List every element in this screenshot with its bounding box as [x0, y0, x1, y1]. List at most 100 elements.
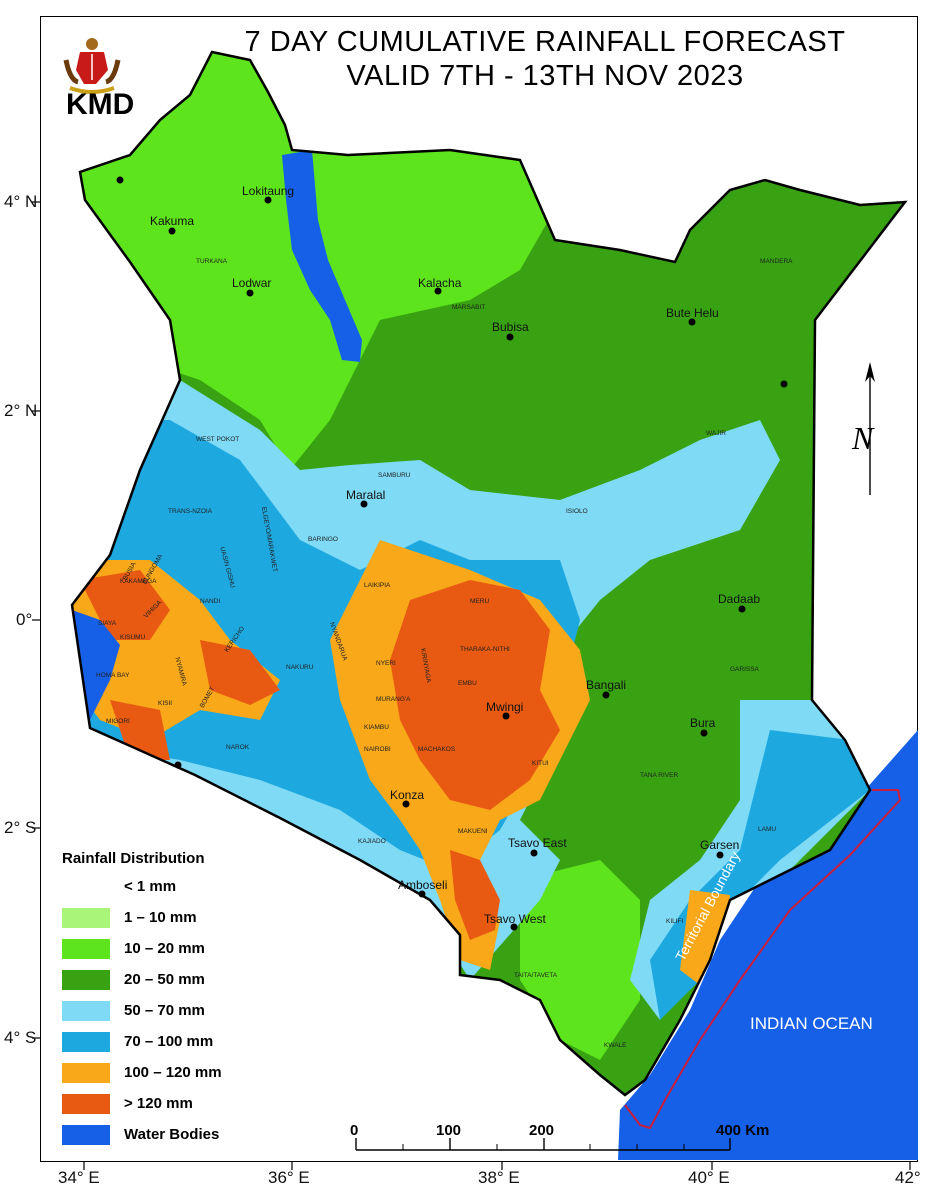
legend-label: < 1 mm [124, 878, 177, 895]
place-label: Bubisa [492, 320, 529, 334]
legend-swatch [62, 1000, 110, 1021]
zone-100-120mm-kilifi [680, 890, 730, 985]
legend-label: 20 – 50 mm [124, 971, 205, 988]
county-label: KAKAMEGA [120, 578, 157, 585]
legend-label: 70 – 100 mm [124, 1033, 214, 1050]
place-label: Maralal [346, 488, 386, 502]
county-label: TURKANA [196, 258, 228, 265]
legend-item: Water Bodies [62, 1119, 222, 1150]
x-axis-label-40e: 40° E [688, 1168, 730, 1187]
county-label: TRANS-NZOIA [168, 508, 213, 515]
legend-label: Water Bodies [124, 1126, 220, 1143]
county-label: THARAKA-NITHI [460, 646, 510, 653]
town-markers [116, 176, 788, 931]
legend-label: 100 – 120 mm [124, 1064, 222, 1081]
zone-over-120mm-kericho [200, 640, 280, 705]
place-label: Mwingi [486, 700, 524, 714]
county-label: NAIROBI [364, 746, 391, 753]
town-marker [246, 289, 254, 297]
county-label: KISII [158, 700, 173, 707]
town-marker [530, 849, 538, 857]
town-marker [502, 712, 510, 720]
north-arrow [865, 362, 875, 495]
territorial-boundary-line [624, 789, 902, 1130]
map-subtitle: VALID 7TH - 13TH NOV 2023 [346, 60, 744, 92]
county-label: MARSABIT [452, 304, 486, 311]
place-label: Tsavo West [484, 912, 546, 926]
town-marker [402, 800, 410, 808]
y-axis-label-0: 0° [16, 610, 33, 629]
town-marker [174, 761, 182, 769]
county-label: KISUMU [120, 634, 146, 641]
county-label: KITUI [532, 760, 549, 767]
county-label: BARINGO [308, 536, 338, 543]
north-arrow-label: N [852, 420, 874, 456]
axis-ticks [32, 201, 911, 1170]
x-axis-label-34e: 34° E [58, 1168, 100, 1187]
legend-swatch [62, 1093, 110, 1114]
place-label: Lokitaung [242, 184, 295, 198]
x-axis-label-38e: 38° E [478, 1168, 520, 1187]
county-label: KWALE [604, 1042, 627, 1049]
scale-label-0: 0 [350, 1122, 359, 1139]
county-label: MAKUENI [458, 828, 488, 835]
legend-item: > 120 mm [62, 1088, 222, 1119]
county-label: WAJIR [706, 430, 726, 437]
place-label: Tsavo East [508, 836, 567, 850]
county-label: MIGORI [106, 718, 130, 725]
town-marker [418, 890, 426, 898]
legend-swatch [62, 1124, 110, 1145]
legend-item: 20 – 50 mm [62, 964, 222, 995]
legend-label: 10 – 20 mm [124, 940, 205, 957]
county-label: NYERI [376, 660, 396, 667]
county-label: NAROK [226, 744, 250, 751]
legend-item: 10 – 20 mm [62, 933, 222, 964]
legend-label: 1 – 10 mm [124, 909, 197, 926]
town-marker [360, 500, 368, 508]
legend-item: 70 – 100 mm [62, 1026, 222, 1057]
county-label: SIAYA [98, 620, 117, 627]
place-label: Kakuma [150, 214, 195, 228]
legend-item: 100 – 120 mm [62, 1057, 222, 1088]
legend-swatch [62, 938, 110, 959]
county-label: KAJIADO [358, 838, 386, 845]
town-marker [434, 287, 442, 295]
county-label: EMBU [458, 680, 477, 687]
county-label: ISIOLO [566, 508, 588, 515]
county-label: TANA RIVER [640, 772, 679, 779]
zone-over-120mm-west [80, 570, 170, 640]
county-label: KILIFI [666, 918, 684, 925]
county-label: NAKURU [286, 664, 314, 671]
place-label: Lodwar [232, 276, 272, 290]
zone-10-20mm-south [520, 860, 640, 1060]
town-marker [602, 691, 610, 699]
kmd-coat-of-arms-logo [63, 38, 121, 94]
town-marker [510, 923, 518, 931]
scale-bar [355, 1138, 731, 1151]
legend-swatch [62, 876, 110, 897]
x-axis-label-36e: 36° E [268, 1168, 310, 1187]
county-label: GARISSA [730, 666, 759, 673]
place-label: Garsen [700, 838, 740, 852]
legend-swatch [62, 969, 110, 990]
town-marker [716, 851, 724, 859]
place-label: Bura [690, 716, 716, 730]
zone-over-120mm-tsavo [450, 850, 500, 940]
lake-turkana [282, 150, 362, 362]
legend-item: 1 – 10 mm [62, 902, 222, 933]
town-marker [780, 380, 788, 388]
town-marker [738, 605, 746, 613]
zone-over-120mm-central [390, 580, 560, 810]
legend-label: > 120 mm [124, 1095, 193, 1112]
legend-item: 50 – 70 mm [62, 995, 222, 1026]
county-label: LAMU [758, 826, 777, 833]
y-axis-label-4n: 4° N [4, 192, 38, 211]
y-axis-label-2n: 2° N [4, 401, 38, 420]
legend-swatch [62, 907, 110, 928]
map-title: 7 DAY CUMULATIVE RAINFALL FORECAST [244, 26, 846, 58]
town-marker [506, 333, 514, 341]
place-label: Dadaab [718, 592, 761, 606]
county-label: MURANG'A [376, 696, 411, 703]
x-axis-label-42: 42° [895, 1168, 921, 1187]
county-label: MANDERA [760, 258, 793, 265]
